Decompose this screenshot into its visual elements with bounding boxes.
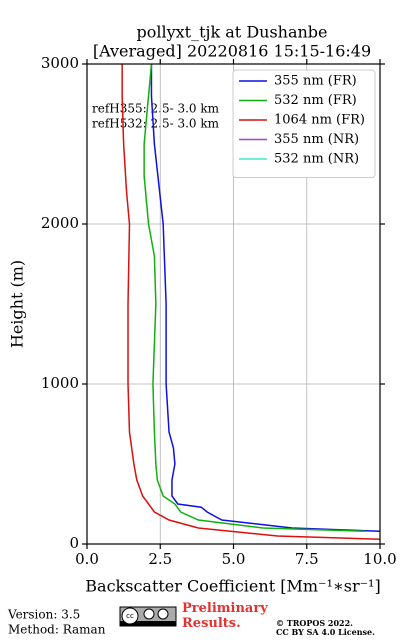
status: Preliminary Results. xyxy=(182,601,268,631)
legend-label: 532 nm (FR) xyxy=(274,93,357,108)
license: CC BY SA 4.0 License. xyxy=(276,627,375,637)
profile-line xyxy=(150,64,380,532)
legend-label: 355 nm (FR) xyxy=(274,74,357,89)
annotation: refH355: 2.5- 3.0 km xyxy=(92,102,220,116)
legend-label: 355 nm (NR) xyxy=(274,132,359,147)
y-tick-label: 3000 xyxy=(41,54,79,72)
x-tick-label: 2.5 xyxy=(148,550,172,568)
status-box: Preliminary Results. xyxy=(182,601,268,631)
profile-line xyxy=(143,64,366,532)
chart-subtitle: [Averaged] 20220816 15:15-16:49 xyxy=(93,42,371,61)
y-tick-label: 1000 xyxy=(41,374,79,392)
y-tick-label: 2000 xyxy=(41,214,79,232)
x-axis-label: Backscatter Coefficient [Mm⁻¹∗sr⁻¹] xyxy=(85,577,380,596)
version: Version: 3.5 xyxy=(7,608,80,622)
copyright: © TROPOS 2022. xyxy=(276,618,353,628)
x-tick-label: 7.5 xyxy=(295,550,319,568)
method: Method: Raman xyxy=(8,623,106,637)
y-axis-label: Height (m) xyxy=(8,260,27,348)
svg-text:cc: cc xyxy=(126,612,134,620)
legend-label: 532 nm (NR) xyxy=(274,152,359,167)
x-tick-label: 10.0 xyxy=(363,550,396,568)
legend-label: 1064 nm (FR) xyxy=(274,113,365,128)
plot-frame xyxy=(86,63,381,545)
legend-box xyxy=(232,69,376,178)
plot-lines xyxy=(121,64,380,540)
annotation: refH532: 2.5- 3.0 km xyxy=(92,117,220,131)
x-tick-label: 0.0 xyxy=(75,550,99,568)
profile-line xyxy=(121,64,380,540)
x-tick-label: 5.0 xyxy=(222,550,246,568)
cc-logo: cc xyxy=(119,606,177,627)
chart-title: pollyxt_tjk at Dushanbe xyxy=(136,23,327,42)
y-tick-label: 0 xyxy=(69,534,79,552)
